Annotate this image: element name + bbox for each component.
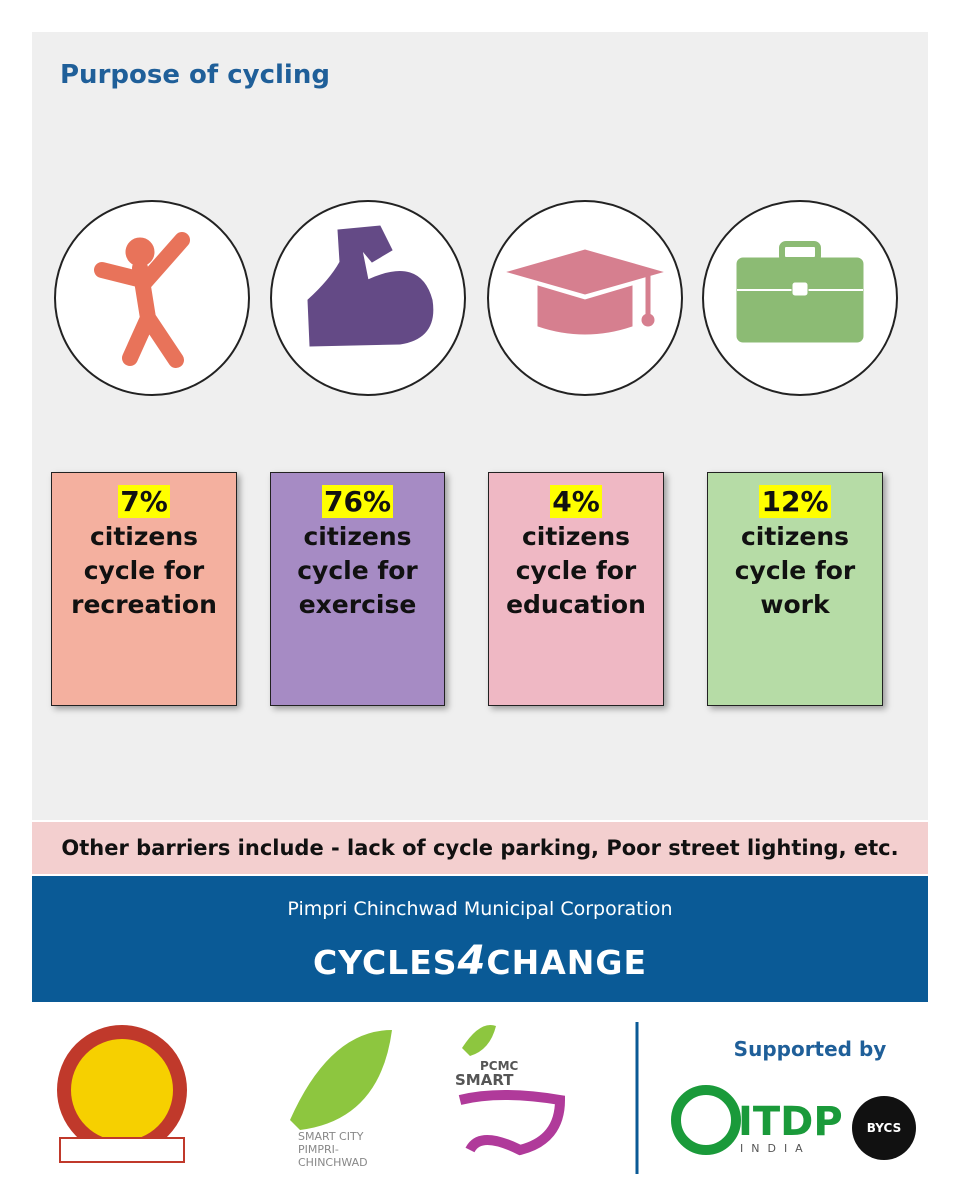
card: 4% citizens cycle for education <box>488 472 664 706</box>
card: 7% citizens cycle for recreation <box>51 472 237 706</box>
card-text: education <box>506 590 646 619</box>
note: Other barriers include - lack of cycle p… <box>32 822 928 874</box>
card-text: cycle for <box>734 556 856 585</box>
logo-text: ITDP <box>738 1099 843 1145</box>
supported-by: Supported by <box>734 1037 887 1061</box>
brand: CYCLES4CHANGE <box>32 938 928 984</box>
title: Purpose of cycling <box>60 60 330 90</box>
brand-text: CYCLES <box>313 943 458 982</box>
brand-text: CHANGE <box>486 943 647 982</box>
card-text: work <box>760 590 830 619</box>
icons <box>54 200 898 396</box>
card-text: recreation <box>71 590 217 619</box>
cap-icon <box>506 249 664 335</box>
card-text: cycle for <box>83 556 205 585</box>
percent: 76% <box>321 485 394 518</box>
itdp-logo <box>671 1085 741 1155</box>
card-text: cycle for <box>515 556 637 585</box>
smart-logo <box>458 1090 566 1156</box>
logo-text: INDIA <box>740 1142 811 1155</box>
logo-text: BYCS <box>867 1121 901 1135</box>
brand-text: 4 <box>457 938 487 984</box>
logos: SMART CITY PIMPRI- CHINCHWAD PCMC SMART … <box>57 1022 916 1174</box>
logo-text: PIMPRI- <box>298 1143 339 1156</box>
percent: 12% <box>759 485 831 518</box>
arm-icon <box>307 225 434 347</box>
pcmc-logo <box>57 1025 187 1155</box>
card-text: citizens <box>521 522 631 551</box>
logo-text: SMART CITY <box>298 1130 364 1143</box>
card-text: cycle for <box>297 556 418 585</box>
card-text: citizens <box>303 522 412 551</box>
bycs-logo <box>852 1096 916 1160</box>
pcmc-ribbon <box>59 1137 185 1163</box>
card-text: exercise <box>298 590 417 619</box>
organization: Pimpri Chinchwad Municipal Corporation <box>287 898 673 920</box>
logo-text: SMART <box>455 1071 514 1089</box>
card-text: citizens <box>89 522 199 551</box>
logo-text: CHINCHWAD <box>298 1156 368 1169</box>
icon-circle <box>487 200 683 396</box>
person-icon <box>94 232 190 368</box>
percent: 4% <box>550 485 602 518</box>
leaf-logo <box>462 1024 496 1056</box>
logo-text: PCMC <box>480 1059 519 1073</box>
card: 12% citizens cycle for work <box>707 472 883 706</box>
leaf-logo <box>290 1030 392 1130</box>
briefcase-icon <box>736 241 864 343</box>
banner: Pimpri Chinchwad Municipal Corporation C… <box>32 876 928 1002</box>
percent: 7% <box>118 485 170 518</box>
card-text: citizens <box>740 522 850 551</box>
card: 76% citizens cycle for exercise <box>270 472 445 706</box>
